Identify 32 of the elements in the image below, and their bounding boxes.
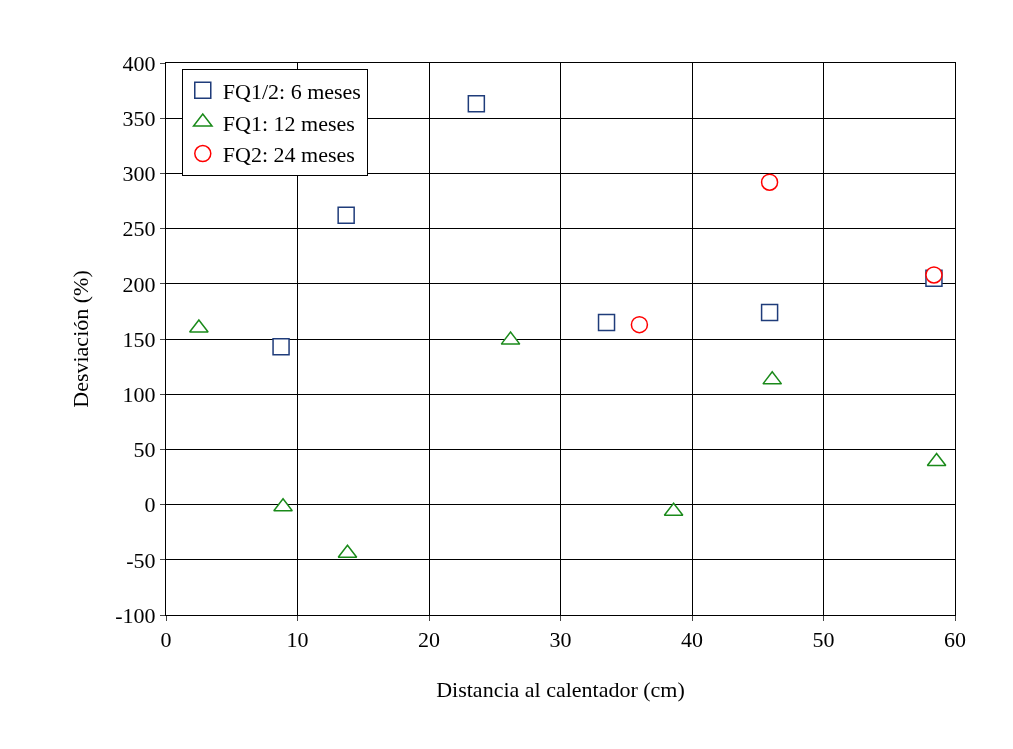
- y-axis-title: Desviación (%): [68, 270, 94, 408]
- y-tick-label: 300: [122, 161, 156, 187]
- x-tick-label: 20: [418, 627, 440, 653]
- point: [630, 315, 649, 334]
- y-tick-label: 400: [122, 50, 156, 76]
- point: [926, 452, 947, 467]
- x-tick-label: 10: [286, 627, 309, 653]
- y-tick-label: 50: [133, 437, 156, 463]
- legend-label: FQ1/2: 6 meses: [222, 78, 361, 104]
- y-tick-label: 100: [122, 381, 156, 407]
- y-tick-label: 350: [122, 105, 156, 131]
- point: [597, 313, 616, 332]
- y-tick-label: 150: [122, 326, 156, 352]
- x-tick-label: 0: [160, 627, 172, 653]
- legend-label: FQ1: 12 meses: [222, 110, 355, 136]
- y-tick-label: 0: [144, 492, 156, 518]
- legend-label: FQ2: 24 meses: [222, 142, 355, 168]
- point: [925, 266, 943, 284]
- y-tick-label: 250: [122, 216, 156, 242]
- x-tick-label: 50: [812, 627, 835, 653]
- y-tick-label: -100: [115, 602, 156, 628]
- x-tick-label: 30: [549, 627, 572, 653]
- point: [760, 173, 779, 191]
- point: [760, 303, 779, 322]
- y-tick-label: -50: [126, 547, 156, 573]
- point: [272, 337, 290, 356]
- point: [337, 206, 355, 225]
- y-tick-label: 200: [122, 271, 156, 297]
- x-tick-label: 40: [681, 627, 703, 653]
- x-tick-label: 60: [944, 627, 966, 653]
- point: [467, 95, 486, 113]
- x-axis-title: Distancia al calentador (cm): [436, 677, 685, 703]
